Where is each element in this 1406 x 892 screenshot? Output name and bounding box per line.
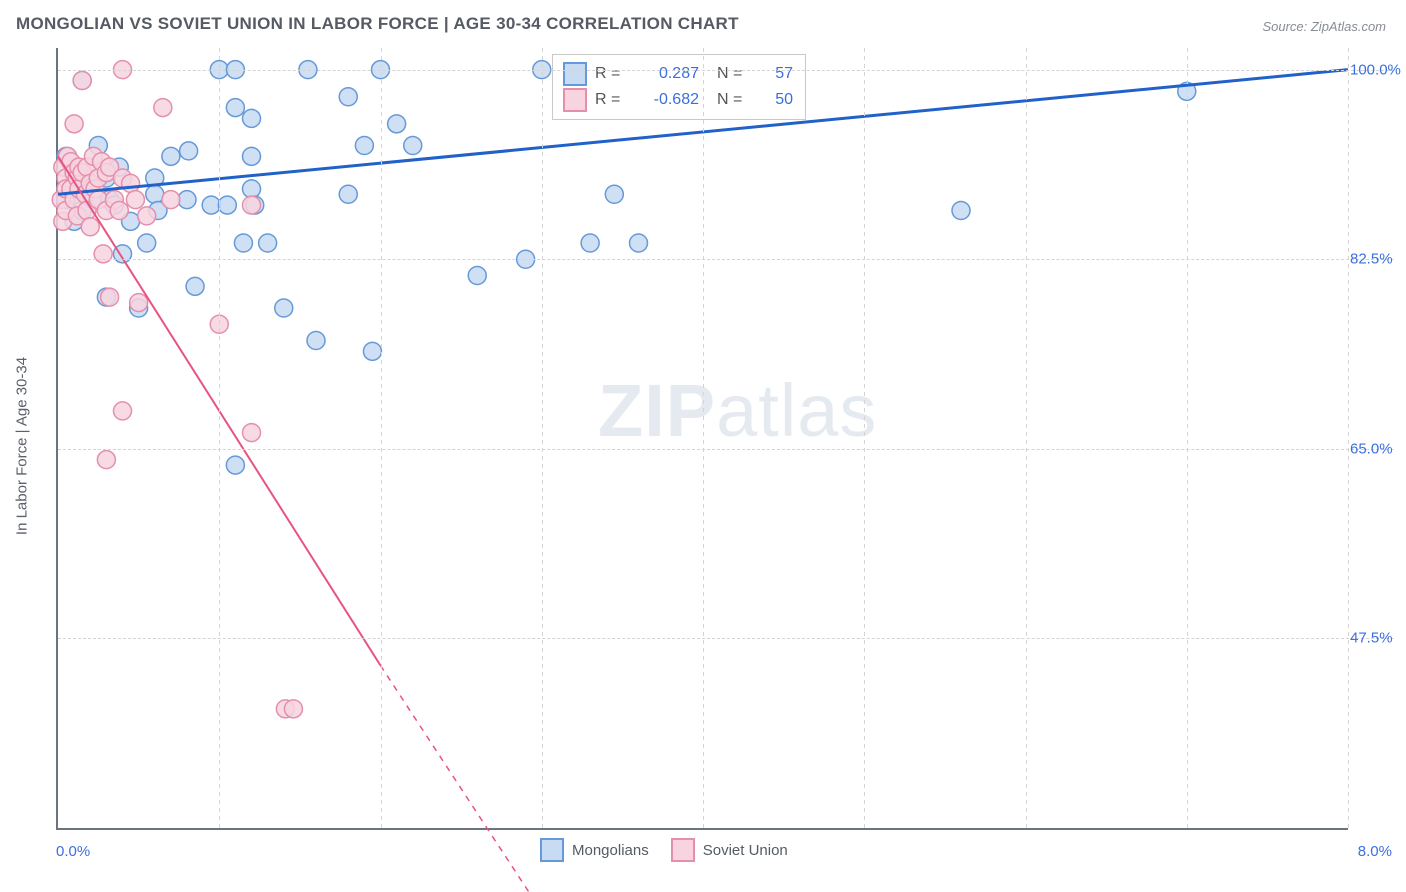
gridline-v bbox=[703, 48, 704, 828]
data-point bbox=[363, 342, 381, 360]
data-point bbox=[138, 234, 156, 252]
r-value: -0.682 bbox=[637, 87, 699, 113]
data-point bbox=[226, 456, 244, 474]
data-point bbox=[243, 147, 261, 165]
data-point bbox=[226, 99, 244, 117]
legend-label: Soviet Union bbox=[703, 842, 788, 859]
data-point bbox=[284, 700, 302, 718]
data-point bbox=[162, 147, 180, 165]
n-value: 50 bbox=[759, 87, 793, 113]
x-max-label: 8.0% bbox=[1358, 843, 1392, 860]
plot-area: ZIPatlas R =0.287N =57R =-0.682N =50 100… bbox=[56, 48, 1348, 830]
gridline-v bbox=[219, 48, 220, 828]
y-tick-label: 100.0% bbox=[1350, 61, 1400, 78]
legend-row: R = -0.682 N = 50 bbox=[563, 87, 793, 113]
legend-swatch bbox=[563, 62, 587, 86]
data-point bbox=[130, 294, 148, 312]
gridline-v bbox=[1026, 48, 1027, 828]
correlation-legend: R = 0.287 N = 57 R = -0.682 N = 50 bbox=[552, 54, 806, 120]
data-point bbox=[339, 88, 357, 106]
y-tick-label: 47.5% bbox=[1350, 630, 1400, 647]
data-point bbox=[180, 142, 198, 160]
y-axis-title: In Labor Force | Age 30-34 bbox=[14, 357, 31, 535]
data-point bbox=[605, 185, 623, 203]
legend-swatch bbox=[563, 88, 587, 112]
gridline-v bbox=[381, 48, 382, 828]
x-min-label: 0.0% bbox=[56, 843, 90, 860]
r-label: R = bbox=[595, 61, 629, 87]
data-point bbox=[162, 191, 180, 209]
data-point bbox=[243, 109, 261, 127]
data-point bbox=[186, 277, 204, 295]
data-point bbox=[101, 288, 119, 306]
data-point bbox=[126, 191, 144, 209]
series-legend: Mongolians Soviet Union bbox=[540, 838, 788, 862]
n-label: N = bbox=[717, 61, 751, 87]
title-bar: MONGOLIAN VS SOVIET UNION IN LABOR FORCE… bbox=[16, 14, 1386, 34]
data-point bbox=[355, 137, 373, 155]
data-point bbox=[581, 234, 599, 252]
data-point bbox=[110, 202, 128, 220]
data-point bbox=[243, 196, 261, 214]
y-tick-label: 82.5% bbox=[1350, 251, 1400, 268]
data-point bbox=[339, 185, 357, 203]
legend-label: Mongolians bbox=[572, 842, 649, 859]
data-point bbox=[81, 218, 99, 236]
data-point bbox=[259, 234, 277, 252]
n-label: N = bbox=[717, 87, 751, 113]
r-value: 0.287 bbox=[637, 61, 699, 87]
gridline-v bbox=[1348, 48, 1349, 828]
data-point bbox=[275, 299, 293, 317]
trend-line-dashed bbox=[381, 666, 558, 892]
source-label: Source: ZipAtlas.com bbox=[1262, 19, 1386, 34]
data-point bbox=[97, 451, 115, 469]
data-point bbox=[65, 115, 83, 133]
gridline-v bbox=[864, 48, 865, 828]
data-point bbox=[307, 332, 325, 350]
n-value: 57 bbox=[759, 61, 793, 87]
data-point bbox=[178, 191, 196, 209]
gridline-h bbox=[58, 638, 1394, 639]
data-point bbox=[243, 424, 261, 442]
data-point bbox=[154, 99, 172, 117]
data-point bbox=[234, 234, 252, 252]
legend-item: Mongolians bbox=[540, 838, 649, 862]
gridline-h bbox=[58, 449, 1394, 450]
data-point bbox=[952, 202, 970, 220]
data-point bbox=[468, 267, 486, 285]
data-point bbox=[73, 72, 91, 90]
chart-title: MONGOLIAN VS SOVIET UNION IN LABOR FORCE… bbox=[16, 14, 739, 34]
data-point bbox=[243, 180, 261, 198]
legend-swatch bbox=[671, 838, 695, 862]
gridline-h bbox=[58, 259, 1394, 260]
legend-row: R = 0.287 N = 57 bbox=[563, 61, 793, 87]
y-tick-label: 65.0% bbox=[1350, 440, 1400, 457]
data-point bbox=[630, 234, 648, 252]
data-point bbox=[218, 196, 236, 214]
data-point bbox=[404, 137, 422, 155]
gridline-h bbox=[58, 70, 1394, 71]
data-point bbox=[138, 207, 156, 225]
data-point bbox=[122, 174, 140, 192]
gridline-v bbox=[1187, 48, 1188, 828]
legend-swatch bbox=[540, 838, 564, 862]
data-point bbox=[146, 185, 164, 203]
r-label: R = bbox=[595, 87, 629, 113]
legend-item: Soviet Union bbox=[671, 838, 788, 862]
data-point bbox=[388, 115, 406, 133]
gridline-v bbox=[542, 48, 543, 828]
data-point bbox=[202, 196, 220, 214]
data-point bbox=[114, 402, 132, 420]
